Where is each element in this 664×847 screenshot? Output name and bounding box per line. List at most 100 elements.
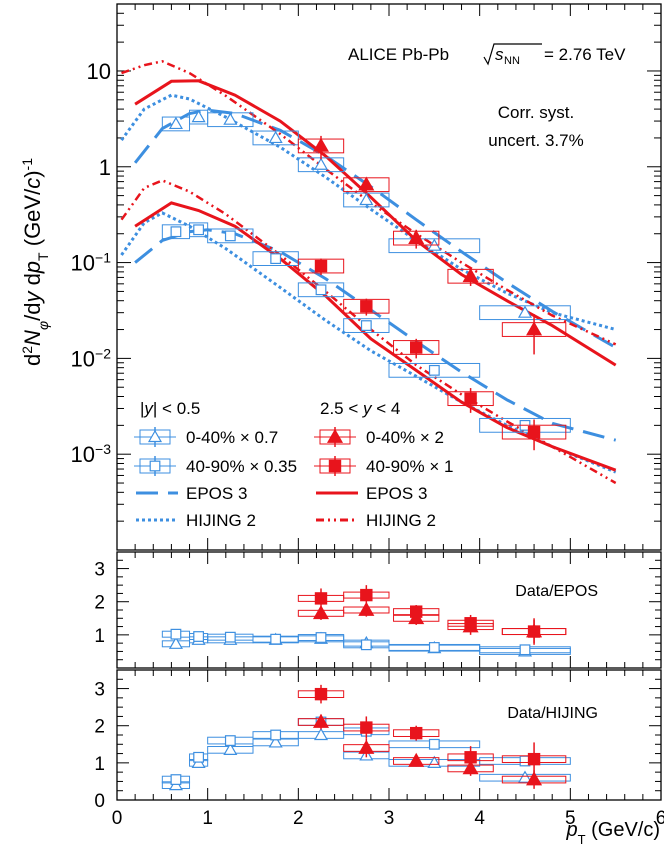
data-marker xyxy=(358,601,375,616)
data-marker xyxy=(428,364,440,376)
data-marker xyxy=(519,644,531,656)
x-axis-label: pT (GeV/c) xyxy=(565,819,660,847)
legend-mid-central: 0-40% × 0.7 xyxy=(134,427,278,447)
legend-header-midrapidity: |y| < 0.5 xyxy=(140,399,200,418)
legend-marker xyxy=(328,459,342,473)
data-marker xyxy=(315,632,327,643)
data-marker xyxy=(313,157,329,170)
data-marker xyxy=(193,224,205,236)
svg-text:s: s xyxy=(495,45,504,64)
y-tick-label: 1 xyxy=(94,754,105,775)
legend-header-forward: 2.5 < y < 4 xyxy=(320,399,400,418)
data-marker xyxy=(517,770,533,783)
data-marker xyxy=(360,588,373,602)
syst-box xyxy=(343,318,390,333)
data-marker xyxy=(312,137,330,152)
data-marker xyxy=(462,268,479,283)
svg-text:= 2.76 TeV: = 2.76 TeV xyxy=(544,45,626,64)
ratio-epos-panel: 1 2 3 xyxy=(94,551,662,669)
legend-label: 40-90% × 1 xyxy=(366,457,453,476)
ratio-hijing-label: Data/HIJING xyxy=(507,705,598,722)
data-marker xyxy=(170,226,182,238)
collision-label: ALICE Pb-Pb xyxy=(348,45,449,64)
plot-area xyxy=(120,59,617,485)
x-tick-label: 6 xyxy=(656,808,664,829)
x-tick-label: 5 xyxy=(565,808,576,829)
legend-marker xyxy=(149,460,161,472)
data-marker xyxy=(358,739,375,754)
legend-fwd-hijing: HIJING 2 xyxy=(316,511,436,530)
syst-uncertainty-line2: uncert. 3.7% xyxy=(488,131,583,150)
data-marker xyxy=(193,751,205,763)
data-marker xyxy=(527,425,541,439)
data-marker xyxy=(312,605,330,620)
data-marker xyxy=(428,642,440,653)
data-marker xyxy=(527,625,541,638)
model-curve-epos-3 xyxy=(134,201,617,472)
data-marker xyxy=(360,320,372,331)
ratio-hijing-panel: 0 1 2 3 4 5 6 0 1 2 3 xyxy=(94,669,664,829)
spectra-panel: 10 1 10−1 10−2 10−3 xyxy=(71,3,662,551)
plot-area xyxy=(161,585,571,657)
y-tick-label: 10 xyxy=(87,59,111,84)
data-marker xyxy=(270,633,282,645)
data-marker xyxy=(193,631,205,642)
data-marker xyxy=(360,721,373,734)
legend-label: 40-90% × 0.35 xyxy=(186,457,297,476)
x-tick-label: 0 xyxy=(112,808,123,829)
x-tick-label: 3 xyxy=(384,808,395,829)
data-marker xyxy=(464,751,477,764)
y-tick-label: 10−3 xyxy=(71,441,112,467)
syst-box xyxy=(297,282,345,298)
x-tick-label: 4 xyxy=(474,808,485,829)
data-marker xyxy=(312,713,330,728)
legend-fwd-epos: EPOS 3 xyxy=(316,484,427,503)
y-tick-label: 10−1 xyxy=(71,250,112,276)
y-tick-label: 2 xyxy=(94,593,105,614)
syst-uncertainty-line1: Corr. syst. xyxy=(498,103,575,122)
data-marker xyxy=(527,752,541,766)
data-marker xyxy=(464,392,477,405)
legend-mid-hijing: HIJING 2 xyxy=(136,511,256,530)
data-marker xyxy=(526,771,543,786)
y-tick-label: 1 xyxy=(94,626,105,647)
syst-box xyxy=(207,228,254,244)
data-marker xyxy=(314,592,328,605)
y-tick-label: 0 xyxy=(94,791,105,812)
data-marker xyxy=(517,305,533,318)
y-axis-label: d2Nφ/dy dpT (GeV/c)-1 xyxy=(19,158,51,366)
y-tick-label: 3 xyxy=(94,680,105,701)
data-marker xyxy=(170,774,182,785)
data-marker xyxy=(428,738,440,750)
data-marker xyxy=(168,636,183,649)
data-marker xyxy=(410,605,423,618)
model-curve-epos-3 xyxy=(134,79,617,367)
data-marker xyxy=(410,726,423,740)
y-tick-label: 10−2 xyxy=(71,345,112,371)
model-curve-epos-3 xyxy=(134,228,617,442)
data-marker xyxy=(268,130,283,144)
model-curve-hijing-2 xyxy=(121,59,617,346)
legend-mid-peripheral: 40-90% × 0.35 xyxy=(134,456,297,476)
data-marker xyxy=(358,176,375,191)
legend: |y| < 0.5 2.5 < y < 4 0-40% × 0.7 40-90% … xyxy=(134,399,453,530)
legend-fwd-peripheral: 40-90% × 1 xyxy=(314,456,453,476)
data-marker xyxy=(359,192,374,206)
data-marker xyxy=(314,687,328,701)
y-tick-label: 1 xyxy=(99,155,111,180)
data-marker xyxy=(360,639,372,651)
data-marker xyxy=(270,253,282,265)
legend-label: 0-40% × 0.7 xyxy=(186,428,278,447)
legend-fwd-central: 0-40% × 2 xyxy=(314,427,444,447)
syst-box xyxy=(252,251,299,267)
legend-marker xyxy=(326,428,344,443)
data-marker xyxy=(191,109,206,123)
data-marker xyxy=(313,727,329,741)
data-marker xyxy=(224,230,236,242)
syst-box xyxy=(479,417,571,433)
syst-box xyxy=(388,362,481,378)
data-marker xyxy=(464,617,477,630)
data-marker xyxy=(410,341,423,354)
y-tick-label: 3 xyxy=(94,560,105,581)
